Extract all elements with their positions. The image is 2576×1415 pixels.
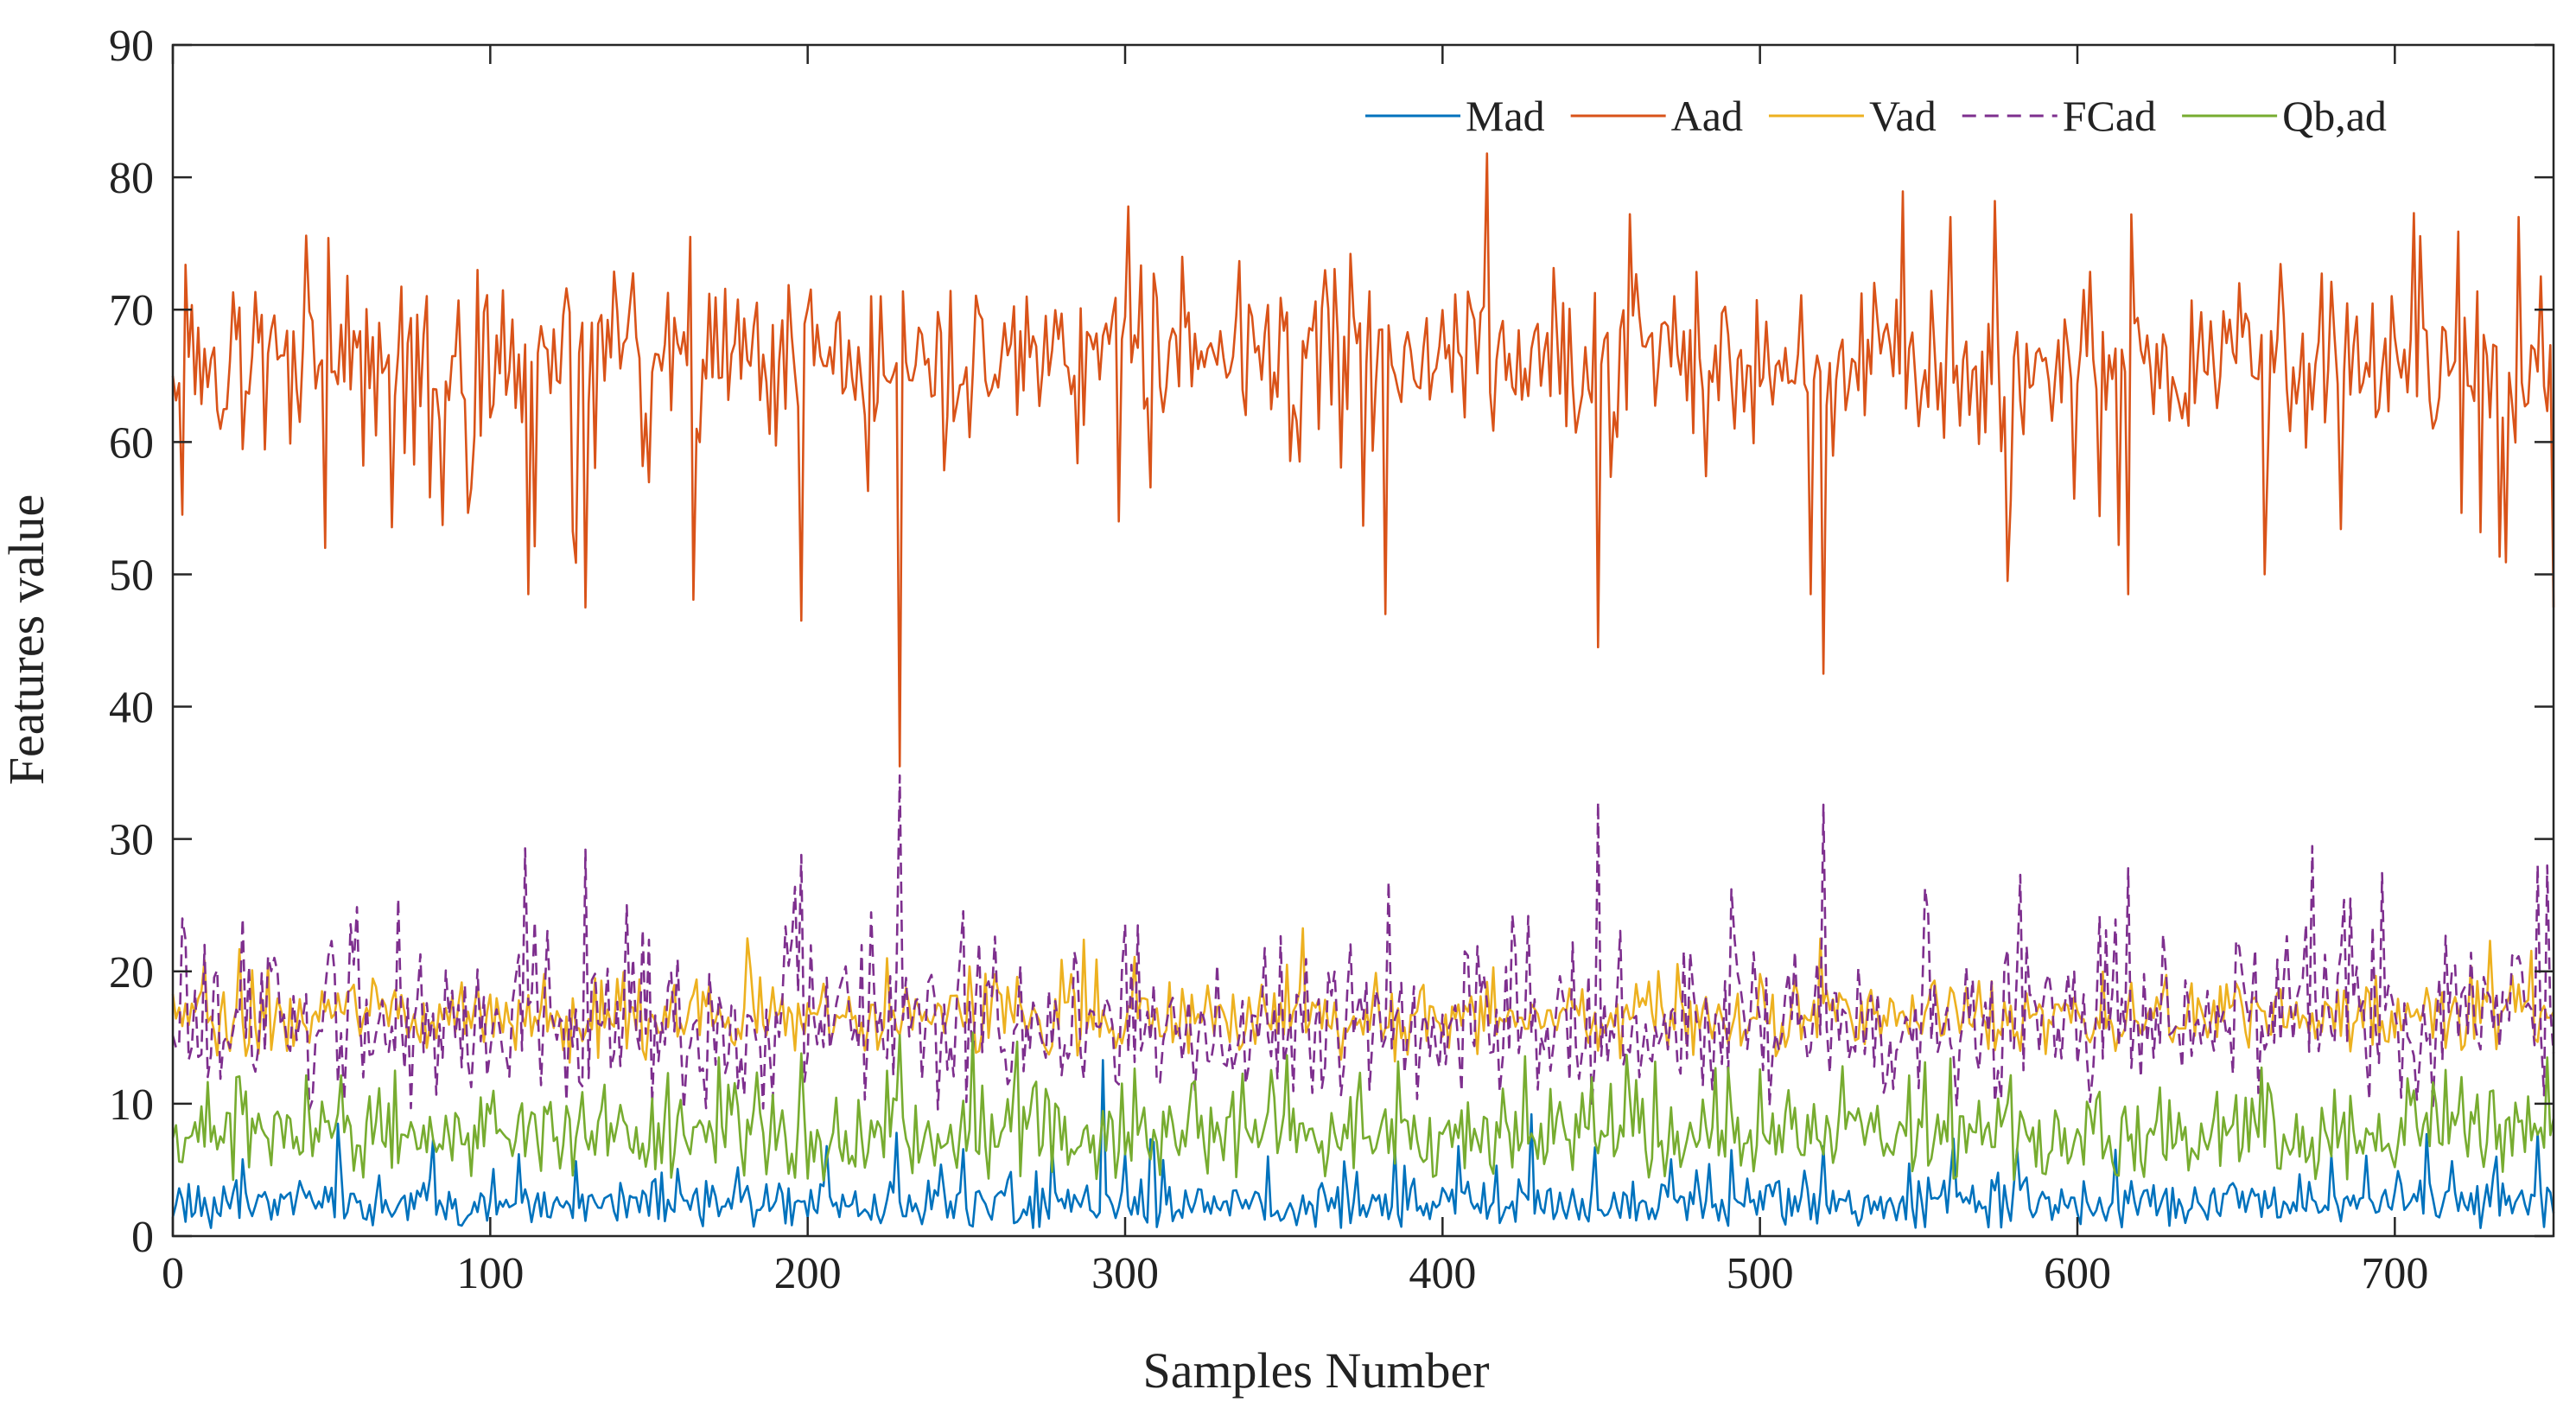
x-tick-label: 700 — [2361, 1249, 2428, 1298]
series-line-aad — [171, 152, 2555, 768]
y-tick-label: 50 — [109, 551, 154, 600]
y-axis-label: Features value — [0, 494, 54, 786]
legend-label: Aad — [1671, 92, 1743, 140]
legend-entry: Aad — [1570, 92, 1743, 140]
x-tick-label: 600 — [2044, 1249, 2111, 1298]
y-tick-label: 0 — [131, 1213, 154, 1262]
x-tick-label: 100 — [456, 1249, 524, 1298]
y-tick-label: 40 — [109, 684, 154, 733]
x-tick-label: 500 — [1727, 1249, 1794, 1298]
legend-label: FCad — [2063, 92, 2156, 140]
x-tick-label: 0 — [162, 1249, 184, 1298]
x-axis-label: Samples Number — [1142, 1342, 1489, 1399]
x-tick-label: 200 — [774, 1249, 842, 1298]
legend-label: Qb,ad — [2282, 92, 2387, 140]
legend-entry: FCad — [1962, 92, 2156, 140]
legend: Mad Aad Vad FCad Qb,ad — [1365, 92, 2387, 140]
y-tick-label: 10 — [109, 1080, 154, 1130]
x-tick-label: 300 — [1091, 1249, 1159, 1298]
series-line-qb-ad — [171, 1031, 2555, 1182]
legend-entry: Mad — [1365, 92, 1545, 140]
legend-entry: Vad — [1768, 92, 1937, 140]
y-tick-label: 70 — [109, 286, 154, 335]
y-tick-label: 80 — [109, 154, 154, 203]
axis-layer: 0 100 200 300 400 500 600 700 0 10 20 30 40 50 60 70 80 9… — [109, 22, 2555, 1298]
y-tick-label: 60 — [109, 418, 154, 468]
series-line-vad — [171, 927, 2555, 1064]
legend-label: Mad — [1466, 92, 1545, 140]
legend-entry: Qb,ad — [2182, 92, 2387, 140]
legend-label: Vad — [1869, 92, 1937, 140]
series-layer — [171, 152, 2555, 1229]
series-line-mad — [171, 1059, 2555, 1229]
series-line-fcad — [171, 774, 2555, 1111]
y-tick-label: 90 — [109, 22, 154, 71]
plot-frame — [171, 43, 2555, 1238]
x-tick-label: 400 — [1409, 1249, 1476, 1298]
y-tick-label: 20 — [109, 948, 154, 998]
y-tick-label: 30 — [109, 816, 154, 865]
